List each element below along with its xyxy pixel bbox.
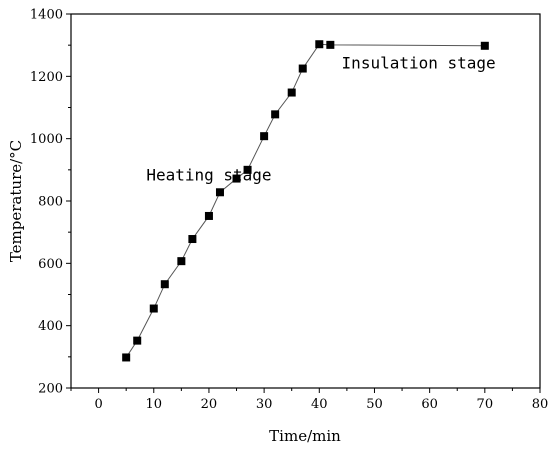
y-tick-label: 600 [38,257,63,272]
x-tick-label: 40 [311,397,328,412]
data-point [232,174,241,183]
x-tick-label: 0 [94,397,102,412]
data-point [287,88,296,97]
annotation-label: Insulation stage [342,54,496,73]
data-point [260,132,269,141]
y-tick-label: 1000 [30,132,63,147]
data-point [215,188,224,197]
y-tick-label: 400 [38,319,63,334]
data-point [243,165,252,174]
data-point [480,41,489,50]
data-point [149,304,158,313]
data-point [271,110,280,119]
data-points [122,40,489,362]
annotations: Heating stage Insulation stage [146,54,495,185]
data-point [133,336,142,345]
data-point [315,40,324,49]
data-point [204,211,213,220]
data-point [188,235,197,244]
annotation-label: Heating stage [146,166,271,185]
data-point [298,64,307,73]
x-tick-label: 80 [532,397,549,412]
y-tick-label: 1200 [30,70,63,85]
data-point [177,257,186,266]
x-axis: 0 10 20 30 40 50 60 70 80 [70,388,549,412]
x-tick-label: 30 [256,397,273,412]
x-tick-label: 60 [421,397,438,412]
y-tick-label: 200 [38,382,63,397]
data-point [160,280,169,289]
data-point [122,353,131,362]
x-tick-label: 50 [366,397,383,412]
x-tick-label: 20 [201,397,218,412]
x-tick-label: 70 [477,397,494,412]
x-tick-label: 10 [145,397,162,412]
x-axis-title: Time/min [269,427,341,445]
y-axis: 200 400 600 800 1000 1200 1400 [30,8,71,397]
data-point [326,40,335,49]
y-axis-title: Temperature/°C [7,140,25,262]
y-tick-label: 1400 [30,8,63,23]
series-line [125,43,485,358]
y-tick-label: 800 [38,195,63,210]
